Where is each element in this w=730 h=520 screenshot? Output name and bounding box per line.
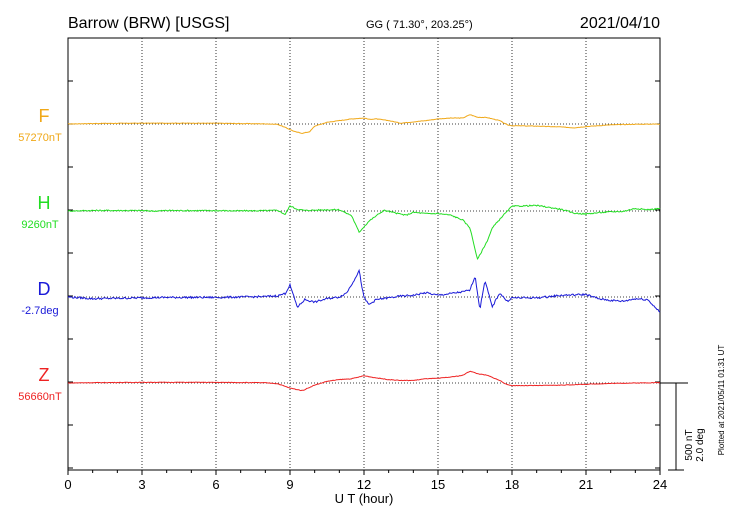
series-line-Z bbox=[67, 370, 661, 392]
series-line-D bbox=[67, 268, 661, 313]
series-name-D: D bbox=[38, 279, 51, 299]
series-line-F bbox=[68, 114, 660, 134]
x-axis-ticks: 0 3 6 9 12 15 18 21 24 bbox=[64, 470, 667, 492]
series-baseline-H: 9260nT bbox=[21, 219, 59, 231]
x-axis-label: U T (hour) bbox=[335, 491, 394, 506]
x-tick-label-0: 0 bbox=[64, 477, 71, 492]
scale-label-nt: 500 nT bbox=[684, 429, 695, 460]
scale-bar: 500 nT 2.0 deg bbox=[660, 382, 706, 471]
series-name-F: F bbox=[39, 106, 50, 126]
coordinates-label: GG ( 71.30°, 203.25°) bbox=[366, 19, 473, 31]
plotted-at-note: Plotted at 2021/05/11 01:31 UT bbox=[717, 345, 726, 456]
x-tick-label-24: 24 bbox=[653, 477, 667, 492]
x-tick-label-12: 12 bbox=[357, 477, 371, 492]
series-name-Z: Z bbox=[39, 365, 50, 385]
date-label: 2021/04/10 bbox=[580, 15, 660, 32]
series-line-H bbox=[67, 204, 661, 261]
series-baseline-Z: 56660nT bbox=[18, 391, 62, 403]
series-lines bbox=[67, 114, 661, 392]
grid bbox=[141, 38, 587, 470]
series-name-H: H bbox=[38, 193, 51, 213]
x-tick-label-9: 9 bbox=[286, 477, 293, 492]
scale-label-deg: 2.0 deg bbox=[695, 428, 706, 461]
series-baseline-D: -2.7deg bbox=[21, 305, 58, 317]
x-tick-label-6: 6 bbox=[212, 477, 219, 492]
x-tick-label-15: 15 bbox=[431, 477, 445, 492]
baselines bbox=[68, 80, 660, 469]
station-title: Barrow (BRW) [USGS] bbox=[68, 15, 230, 32]
x-tick-label-21: 21 bbox=[579, 477, 593, 492]
x-tick-label-3: 3 bbox=[138, 477, 145, 492]
x-tick-label-18: 18 bbox=[505, 477, 519, 492]
series-baseline-F: 57270nT bbox=[18, 132, 62, 144]
series-labels: F 57270nT H 9260nT D -2.7deg Z 56660nT bbox=[18, 106, 62, 403]
